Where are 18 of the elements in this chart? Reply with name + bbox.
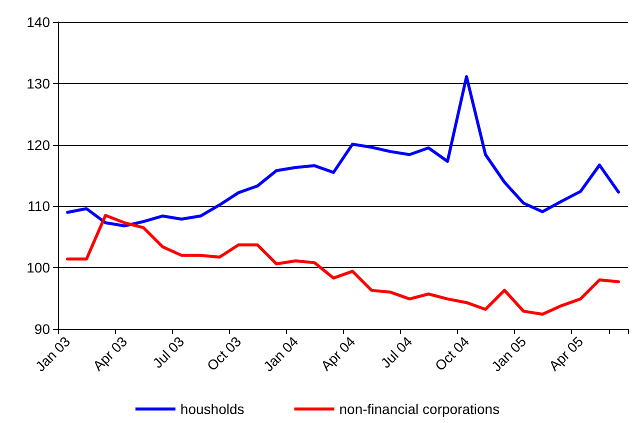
y-tick-label: 120	[26, 136, 50, 153]
x-tick-label: Apr 05	[546, 333, 586, 374]
legend-label: non-financial corporations	[339, 401, 500, 417]
y-tick-label: 110	[28, 198, 50, 214]
x-tick-label: Jan 05	[488, 333, 530, 374]
line-series	[66, 214, 620, 316]
x-tick-label: Apr 04	[318, 333, 358, 374]
x-tick-label: Jan 04	[260, 333, 302, 374]
y-tick-label: 140	[26, 14, 50, 30]
x-tick-label: Oct 03	[204, 333, 244, 374]
x-tick-label: Jul 04	[377, 333, 416, 372]
x-tick-label: Jul 03	[149, 333, 188, 372]
legend-label: housholds	[180, 401, 244, 417]
y-tick-label: 100	[26, 260, 50, 276]
y-tick-label: 130	[26, 75, 50, 92]
x-tick-label: Oct 04	[432, 333, 472, 374]
line-series	[66, 75, 620, 228]
x-tick-label: Apr 03	[90, 333, 130, 374]
